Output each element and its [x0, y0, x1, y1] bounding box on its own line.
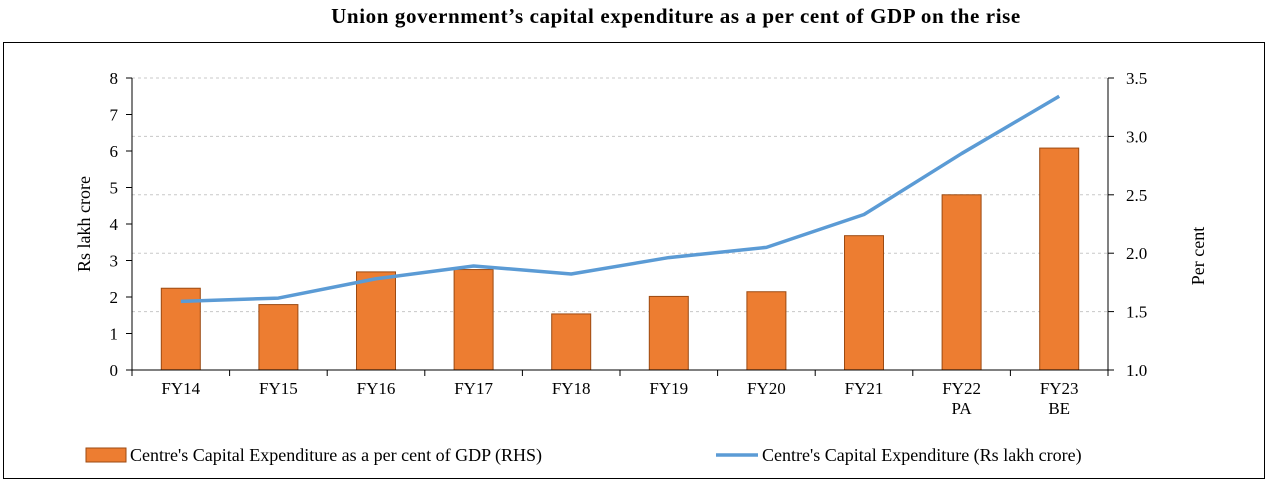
x-tick-label: FY16 — [357, 379, 396, 398]
y2-tick-label: 2.5 — [1126, 186, 1147, 205]
y2-tick-label: 1.0 — [1126, 361, 1147, 380]
bar — [551, 313, 592, 371]
bar — [1039, 147, 1080, 371]
legend-label-line: Centre's Capital Expenditure (Rs lakh cr… — [762, 445, 1082, 466]
legend-label-bar: Centre's Capital Expenditure as a per ce… — [130, 445, 542, 466]
y-tick-label: 3 — [110, 252, 119, 271]
series-line — [180, 94, 1061, 304]
x-tick-label: FY23 — [1040, 379, 1079, 398]
bar — [356, 271, 396, 371]
bar — [844, 235, 884, 371]
bar — [941, 194, 982, 371]
x-tick-label: FY18 — [552, 379, 591, 398]
chart-frame — [3, 42, 1265, 479]
y-tick-label: 1 — [110, 325, 119, 344]
x-tick-label: FY14 — [161, 379, 200, 398]
y-tick-label: 5 — [110, 179, 119, 198]
bar — [258, 304, 299, 371]
chart-title: Union government’s capital expenditure a… — [331, 4, 1021, 28]
x-tick-label: BE — [1048, 399, 1070, 418]
y2-axis-title: Per cent — [1188, 227, 1208, 285]
x-tick-label: FY19 — [649, 379, 688, 398]
x-tick-label: FY20 — [747, 379, 786, 398]
y2-tick-label: 1.5 — [1126, 303, 1147, 322]
y-tick-label: 4 — [110, 215, 119, 234]
y2-tick-label: 3.5 — [1126, 69, 1147, 88]
y-tick-label: 6 — [110, 142, 119, 161]
bar — [746, 291, 787, 371]
bar — [648, 295, 689, 371]
x-tick-label: FY15 — [259, 379, 298, 398]
y2-tick-label: 3.0 — [1126, 127, 1147, 146]
legend-swatch-bar — [85, 447, 127, 463]
y-tick-label: 2 — [110, 288, 119, 307]
x-tick-label: FY22 — [942, 379, 981, 398]
y-tick-label: 7 — [110, 106, 119, 125]
y-tick-label: 0 — [110, 361, 119, 380]
y-tick-label: 8 — [110, 69, 119, 88]
y-axis-title: Rs lakh crore — [74, 176, 94, 272]
x-tick-label: FY21 — [845, 379, 884, 398]
y2-tick-label: 2.0 — [1126, 244, 1147, 263]
x-tick-label: PA — [952, 399, 973, 418]
bar — [453, 269, 494, 371]
x-tick-label: FY17 — [454, 379, 493, 398]
